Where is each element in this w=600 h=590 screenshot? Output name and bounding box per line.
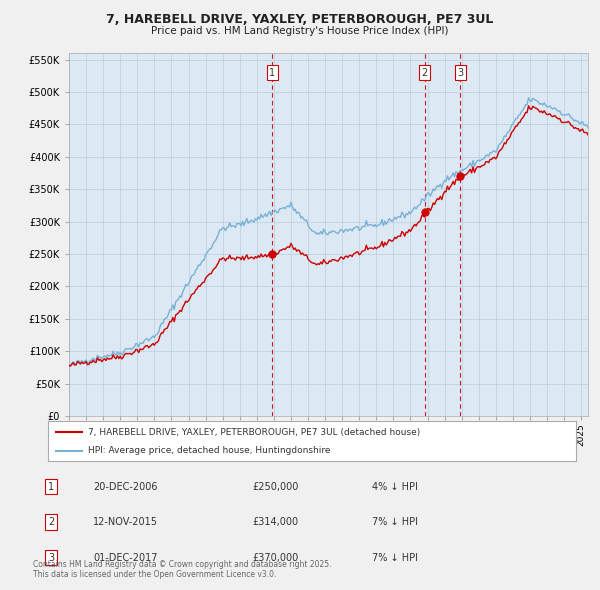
Text: 1: 1	[269, 67, 275, 77]
Text: 7, HAREBELL DRIVE, YAXLEY, PETERBOROUGH, PE7 3UL: 7, HAREBELL DRIVE, YAXLEY, PETERBOROUGH,…	[106, 13, 494, 26]
Text: £314,000: £314,000	[252, 517, 298, 527]
Text: 4% ↓ HPI: 4% ↓ HPI	[372, 482, 418, 491]
Text: Price paid vs. HM Land Registry's House Price Index (HPI): Price paid vs. HM Land Registry's House …	[151, 26, 449, 36]
Text: 3: 3	[457, 67, 463, 77]
Text: 3: 3	[48, 553, 54, 562]
Text: £250,000: £250,000	[252, 482, 298, 491]
Text: 1: 1	[48, 482, 54, 491]
Text: 12-NOV-2015: 12-NOV-2015	[93, 517, 158, 527]
Text: 7% ↓ HPI: 7% ↓ HPI	[372, 517, 418, 527]
Text: 2: 2	[422, 67, 428, 77]
Text: 20-DEC-2006: 20-DEC-2006	[93, 482, 157, 491]
Text: Contains HM Land Registry data © Crown copyright and database right 2025.
This d: Contains HM Land Registry data © Crown c…	[33, 560, 331, 579]
Text: 01-DEC-2017: 01-DEC-2017	[93, 553, 157, 562]
Text: £370,000: £370,000	[252, 553, 298, 562]
Text: 7% ↓ HPI: 7% ↓ HPI	[372, 553, 418, 562]
Text: 7, HAREBELL DRIVE, YAXLEY, PETERBOROUGH, PE7 3UL (detached house): 7, HAREBELL DRIVE, YAXLEY, PETERBOROUGH,…	[88, 428, 420, 437]
Text: HPI: Average price, detached house, Huntingdonshire: HPI: Average price, detached house, Hunt…	[88, 446, 330, 455]
Text: 2: 2	[48, 517, 54, 527]
